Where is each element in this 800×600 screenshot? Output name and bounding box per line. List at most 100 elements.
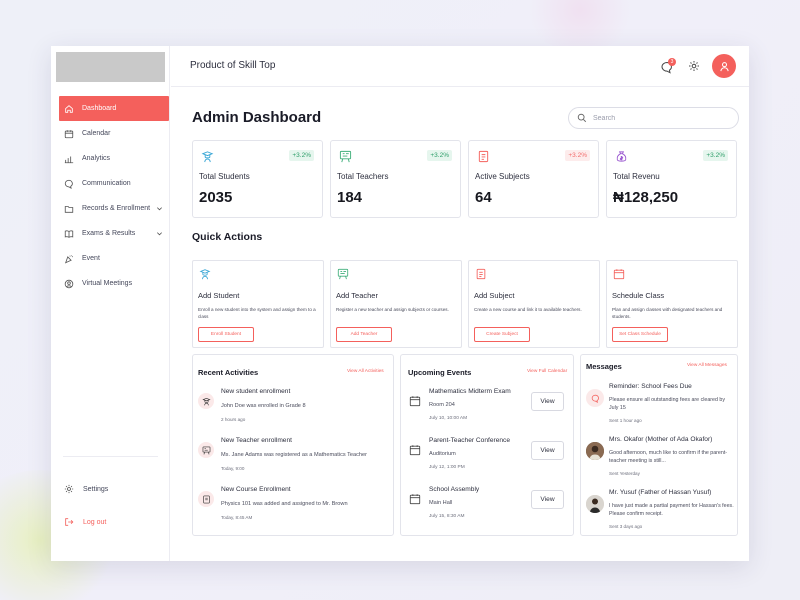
trend-badge: +3.2% bbox=[427, 150, 452, 161]
calendar-icon bbox=[64, 129, 74, 138]
board-icon bbox=[337, 268, 349, 280]
activity-item: New Teacher enrollment Ms. Jane Adams wa… bbox=[193, 437, 393, 481]
activity-item: New Course Enrollment Physics 101 was ad… bbox=[193, 486, 393, 530]
event-date: July 12, 1:00 PM bbox=[429, 465, 465, 470]
sidebar-item-virtual-meetings[interactable]: Virtual Meetings bbox=[51, 271, 170, 296]
gear-icon bbox=[64, 484, 74, 494]
sidebar: Dashboard Calendar Analytics Communicati… bbox=[51, 46, 170, 561]
activity-detail: Ms. Jane Adams was registered as a Mathe… bbox=[221, 452, 368, 458]
sidebar-item-label: Records & Enrollment bbox=[82, 205, 151, 212]
activity-title: New Teacher enrollment bbox=[221, 437, 292, 444]
home-icon bbox=[65, 104, 73, 113]
sidebar-item-event[interactable]: Event bbox=[51, 246, 170, 271]
action-title: Add Student bbox=[198, 291, 240, 300]
sidebar-item-dashboard[interactable]: Dashboard bbox=[59, 96, 169, 121]
message-title: Mrs. Okafor (Mother of Ada Okafor) bbox=[609, 436, 713, 443]
upcoming-events-panel: Upcoming Events View Full Calendar Mathe… bbox=[400, 354, 574, 536]
message-title: Reminder: School Fees Due bbox=[609, 383, 692, 390]
sidebar-item-label: Event bbox=[82, 255, 100, 262]
sidebar-item-label: Exams & Results bbox=[82, 230, 136, 237]
logout-link[interactable]: Log out bbox=[64, 517, 106, 527]
calendar-icon bbox=[409, 445, 421, 456]
activity-time: 2 hours ago bbox=[221, 417, 246, 422]
user-icon bbox=[719, 61, 729, 71]
main-content: Admin Dashboard +3.2% Total Students 203… bbox=[171, 87, 749, 561]
panel-title: Recent Activities bbox=[198, 368, 259, 377]
sidebar-nav: Dashboard Calendar Analytics Communicati… bbox=[51, 96, 170, 296]
event-item: Mathematics Midterm Exam Room 204 July 1… bbox=[401, 388, 573, 432]
settings-icon[interactable] bbox=[688, 60, 700, 72]
message-body: Please ensure all outstanding fees are c… bbox=[609, 397, 726, 411]
sidebar-item-communication[interactable]: Communication bbox=[51, 171, 170, 196]
trend-badge: +3.2% bbox=[565, 150, 590, 161]
activity-time: Today, 9:00 bbox=[221, 466, 245, 471]
logout-icon bbox=[65, 518, 74, 526]
event-item: School Assembly Main Hall July 15, 8:30 … bbox=[401, 486, 573, 530]
action-title: Add Teacher bbox=[336, 291, 378, 300]
stat-card-subjects: +3.2% Active Subjects 64 bbox=[468, 140, 599, 218]
user-avatar-button[interactable] bbox=[712, 54, 736, 78]
calendar-icon bbox=[613, 269, 625, 280]
add-teacher-button[interactable]: Add Teacher bbox=[336, 327, 392, 342]
party-icon bbox=[64, 254, 73, 264]
activity-icon-bg bbox=[198, 442, 214, 458]
sidebar-item-calendar[interactable]: Calendar bbox=[51, 121, 170, 146]
avatar bbox=[586, 442, 604, 460]
sidebar-item-records-enrollment[interactable]: Records & Enrollment bbox=[51, 196, 170, 221]
background-glow-pink bbox=[520, 0, 640, 50]
chat-icon bbox=[64, 179, 73, 189]
stat-card-revenue: +3.2% Total Revenu ₦128,250 bbox=[606, 140, 737, 218]
set-class-schedule-button[interactable]: Set Class Schedule bbox=[612, 327, 668, 342]
view-event-button[interactable]: View bbox=[531, 392, 564, 411]
sidebar-item-label: Communication bbox=[82, 180, 131, 187]
stat-label: Total Teachers bbox=[337, 172, 389, 181]
person-photo-icon bbox=[586, 495, 604, 513]
stat-value: 64 bbox=[475, 189, 492, 206]
action-card-add-teacher: Add Teacher Register a new teacher and a… bbox=[330, 260, 462, 348]
message-item[interactable]: Mrs. Okafor (Mother of Ada Okafor) Good … bbox=[581, 436, 737, 486]
event-location: Room 204 bbox=[429, 402, 455, 408]
message-body: I have just made a partial payment for H… bbox=[609, 503, 734, 517]
message-body: Good afternoon, much like to confirm if … bbox=[609, 450, 728, 464]
calendar-icon bbox=[409, 396, 421, 407]
view-event-button[interactable]: View bbox=[531, 441, 564, 460]
enroll-student-button[interactable]: Enroll Student bbox=[198, 327, 254, 342]
message-time: Sent 3 days ago bbox=[609, 524, 643, 529]
activity-item: New student enrollment John Doe was enro… bbox=[193, 388, 393, 432]
view-all-messages-link[interactable]: View All Messages bbox=[687, 363, 727, 368]
trend-badge: +3.2% bbox=[289, 150, 314, 161]
event-title: Mathematics Midterm Exam bbox=[429, 388, 511, 395]
view-event-button[interactable]: View bbox=[531, 490, 564, 509]
event-title: Parent-Teacher Conference bbox=[429, 437, 511, 444]
panel-title: Upcoming Events bbox=[408, 368, 472, 377]
sidebar-item-label: Calendar bbox=[82, 130, 111, 137]
settings-link[interactable]: Settings bbox=[64, 484, 108, 494]
book-icon bbox=[478, 150, 489, 163]
graduate-icon bbox=[199, 269, 211, 280]
activity-detail: Physics 101 was added and assigned to Mr… bbox=[221, 501, 348, 507]
search-box[interactable] bbox=[568, 107, 739, 129]
message-item[interactable]: Mr. Yusuf (Father of Hassan Yusuf) I hav… bbox=[581, 489, 737, 539]
action-title: Add Subject bbox=[474, 291, 515, 300]
graduate-icon bbox=[201, 151, 214, 163]
message-time: Sent Yesterday bbox=[609, 471, 640, 476]
recent-activities-panel: Recent Activities View All Activities Ne… bbox=[192, 354, 394, 536]
action-card-schedule-class: Schedule Class Plan and assign classes w… bbox=[606, 260, 738, 348]
chevron-down-icon[interactable] bbox=[156, 230, 163, 237]
logo-placeholder bbox=[56, 52, 165, 82]
sidebar-item-exams-results[interactable]: Exams & Results bbox=[51, 221, 170, 246]
create-subject-button[interactable]: Create Subject bbox=[474, 327, 530, 342]
page-title: Admin Dashboard bbox=[192, 109, 322, 126]
bar-chart-icon bbox=[64, 156, 74, 163]
chevron-down-icon[interactable] bbox=[156, 205, 163, 212]
activity-detail: John Doe was enrolled in Grade 8 bbox=[221, 403, 306, 409]
view-full-calendar-link[interactable]: View Full Calendar bbox=[527, 369, 568, 374]
message-item[interactable]: Reminder: School Fees Due Please ensure … bbox=[581, 383, 737, 433]
stat-card-teachers: +3.2% Total Teachers 184 bbox=[330, 140, 461, 218]
video-icon bbox=[64, 279, 74, 288]
event-date: July 10, 10:00 AM bbox=[429, 416, 468, 421]
folder-icon bbox=[64, 205, 74, 213]
search-input[interactable] bbox=[593, 114, 723, 122]
sidebar-item-analytics[interactable]: Analytics bbox=[51, 146, 170, 171]
view-all-activities-link[interactable]: View All Activities bbox=[347, 369, 384, 374]
